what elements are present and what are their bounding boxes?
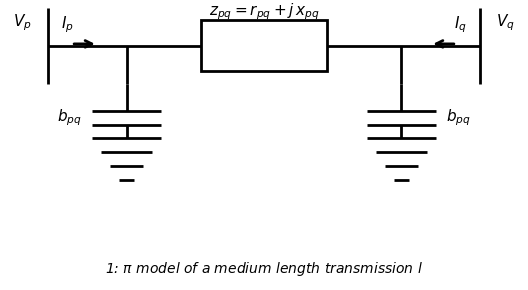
Bar [201,20,327,71]
Text: $I_p$: $I_p$ [61,14,73,35]
Text: $I_q$: $I_q$ [455,14,467,35]
Text: $b_{pq}$: $b_{pq}$ [446,108,471,128]
Text: 1: $\pi$ model of a medium length transmission l: 1: $\pi$ model of a medium length transm… [105,260,423,278]
Text: $z_{pq} = r_{pq} + j\,x_{pq}$: $z_{pq} = r_{pq} + j\,x_{pq}$ [209,1,319,22]
Text: $V_q$: $V_q$ [496,13,515,33]
Text: $b_{pq}$: $b_{pq}$ [57,108,82,128]
Text: $V_p$: $V_p$ [13,13,32,33]
